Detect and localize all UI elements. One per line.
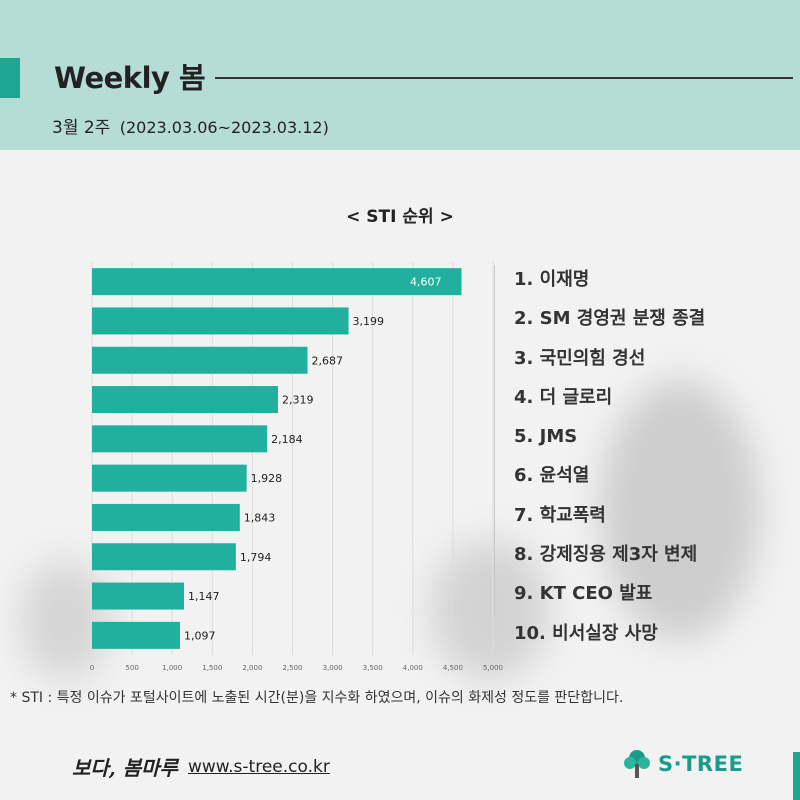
page-title: Weekly 봄 xyxy=(54,61,206,95)
ranking-item: 9. KT CEO 발표 xyxy=(514,583,653,605)
x-tick-label: 1,000 xyxy=(162,664,182,672)
ranking-list: 1. 이재명 2. SM 경영권 분쟁 종결 3. 국민의힘 경선 4. 더 글… xyxy=(514,263,705,656)
bar xyxy=(92,543,236,571)
ranking-item: 2. SM 경영권 분쟁 종결 xyxy=(514,308,706,330)
bar xyxy=(92,464,247,492)
x-tick-label: 2,000 xyxy=(242,664,262,672)
bar-value-label: 3,199 xyxy=(353,315,385,328)
stree-logo: S·TREE xyxy=(622,748,743,780)
ranking-item: 8. 강제징용 제3자 변제 xyxy=(514,544,698,566)
bar-value-label: 1,097 xyxy=(184,629,216,642)
x-tick-label: 1,500 xyxy=(202,664,222,672)
ranking-item: 5. JMS xyxy=(514,426,578,448)
title-rule xyxy=(215,77,793,79)
tree-icon xyxy=(624,750,650,778)
ranking-item: 7. 학교폭력 xyxy=(514,504,606,526)
ranking-divider xyxy=(494,265,495,615)
bar-value-label: 2,319 xyxy=(282,394,314,407)
bar xyxy=(92,268,462,296)
ranking-item: 6. 윤석열 xyxy=(514,465,590,487)
x-tick-label: 4,000 xyxy=(403,664,423,672)
x-tick-label: 0 xyxy=(90,664,94,672)
bar xyxy=(92,621,180,649)
chart-title: < STI 순위 > xyxy=(346,207,454,227)
bar-value-label: 1,147 xyxy=(188,590,220,603)
bar-value-label: 1,794 xyxy=(240,551,271,564)
background-blur xyxy=(600,380,760,640)
brand-signature: 보다, 봄마루 xyxy=(72,756,178,780)
week-text: 3월 2주 xyxy=(52,118,111,138)
bar xyxy=(92,386,278,414)
bar xyxy=(92,582,184,610)
bar-value-label: 1,928 xyxy=(251,472,283,485)
bar-value-label: 1,843 xyxy=(244,511,276,524)
bar xyxy=(92,425,268,453)
footnote: * STI : 특정 이슈가 포털사이트에 노출된 시간(분)을 지수화 하였으… xyxy=(10,690,624,706)
bar xyxy=(92,503,240,531)
x-tick-label: 4,500 xyxy=(443,664,463,672)
ranking-item: 4. 더 글로리 xyxy=(514,386,613,408)
corner-accent xyxy=(793,752,800,800)
ranking-item: 3. 국민의힘 경선 xyxy=(514,347,646,369)
x-tick-label: 5,000 xyxy=(483,664,503,672)
x-tick-label: 3,500 xyxy=(363,664,383,672)
x-tick-label: 500 xyxy=(125,664,138,672)
bar xyxy=(92,307,349,335)
bar-value-label: 2,687 xyxy=(311,354,343,367)
date-range: (2023.03.06~2023.03.12) xyxy=(119,118,329,137)
week-label: 3월 2주 (2023.03.06~2023.03.12) xyxy=(52,113,329,138)
bar xyxy=(92,346,308,374)
bar-value-label: 2,184 xyxy=(271,433,303,446)
ranking-item: 10. 비서실장 사망 xyxy=(514,622,658,644)
website-link[interactable]: www.s-tree.co.kr xyxy=(188,757,330,777)
header-accent-bar xyxy=(0,58,20,98)
x-tick-label: 3,000 xyxy=(323,664,343,672)
logo-text: S·TREE xyxy=(658,752,744,776)
bar-value-label: 4,607 xyxy=(410,276,442,289)
ranking-item: 1. 이재명 xyxy=(514,269,590,290)
background-blur xyxy=(20,560,110,680)
x-tick-label: 2,500 xyxy=(282,664,302,672)
header-band xyxy=(0,0,800,150)
background-blur xyxy=(430,540,550,680)
